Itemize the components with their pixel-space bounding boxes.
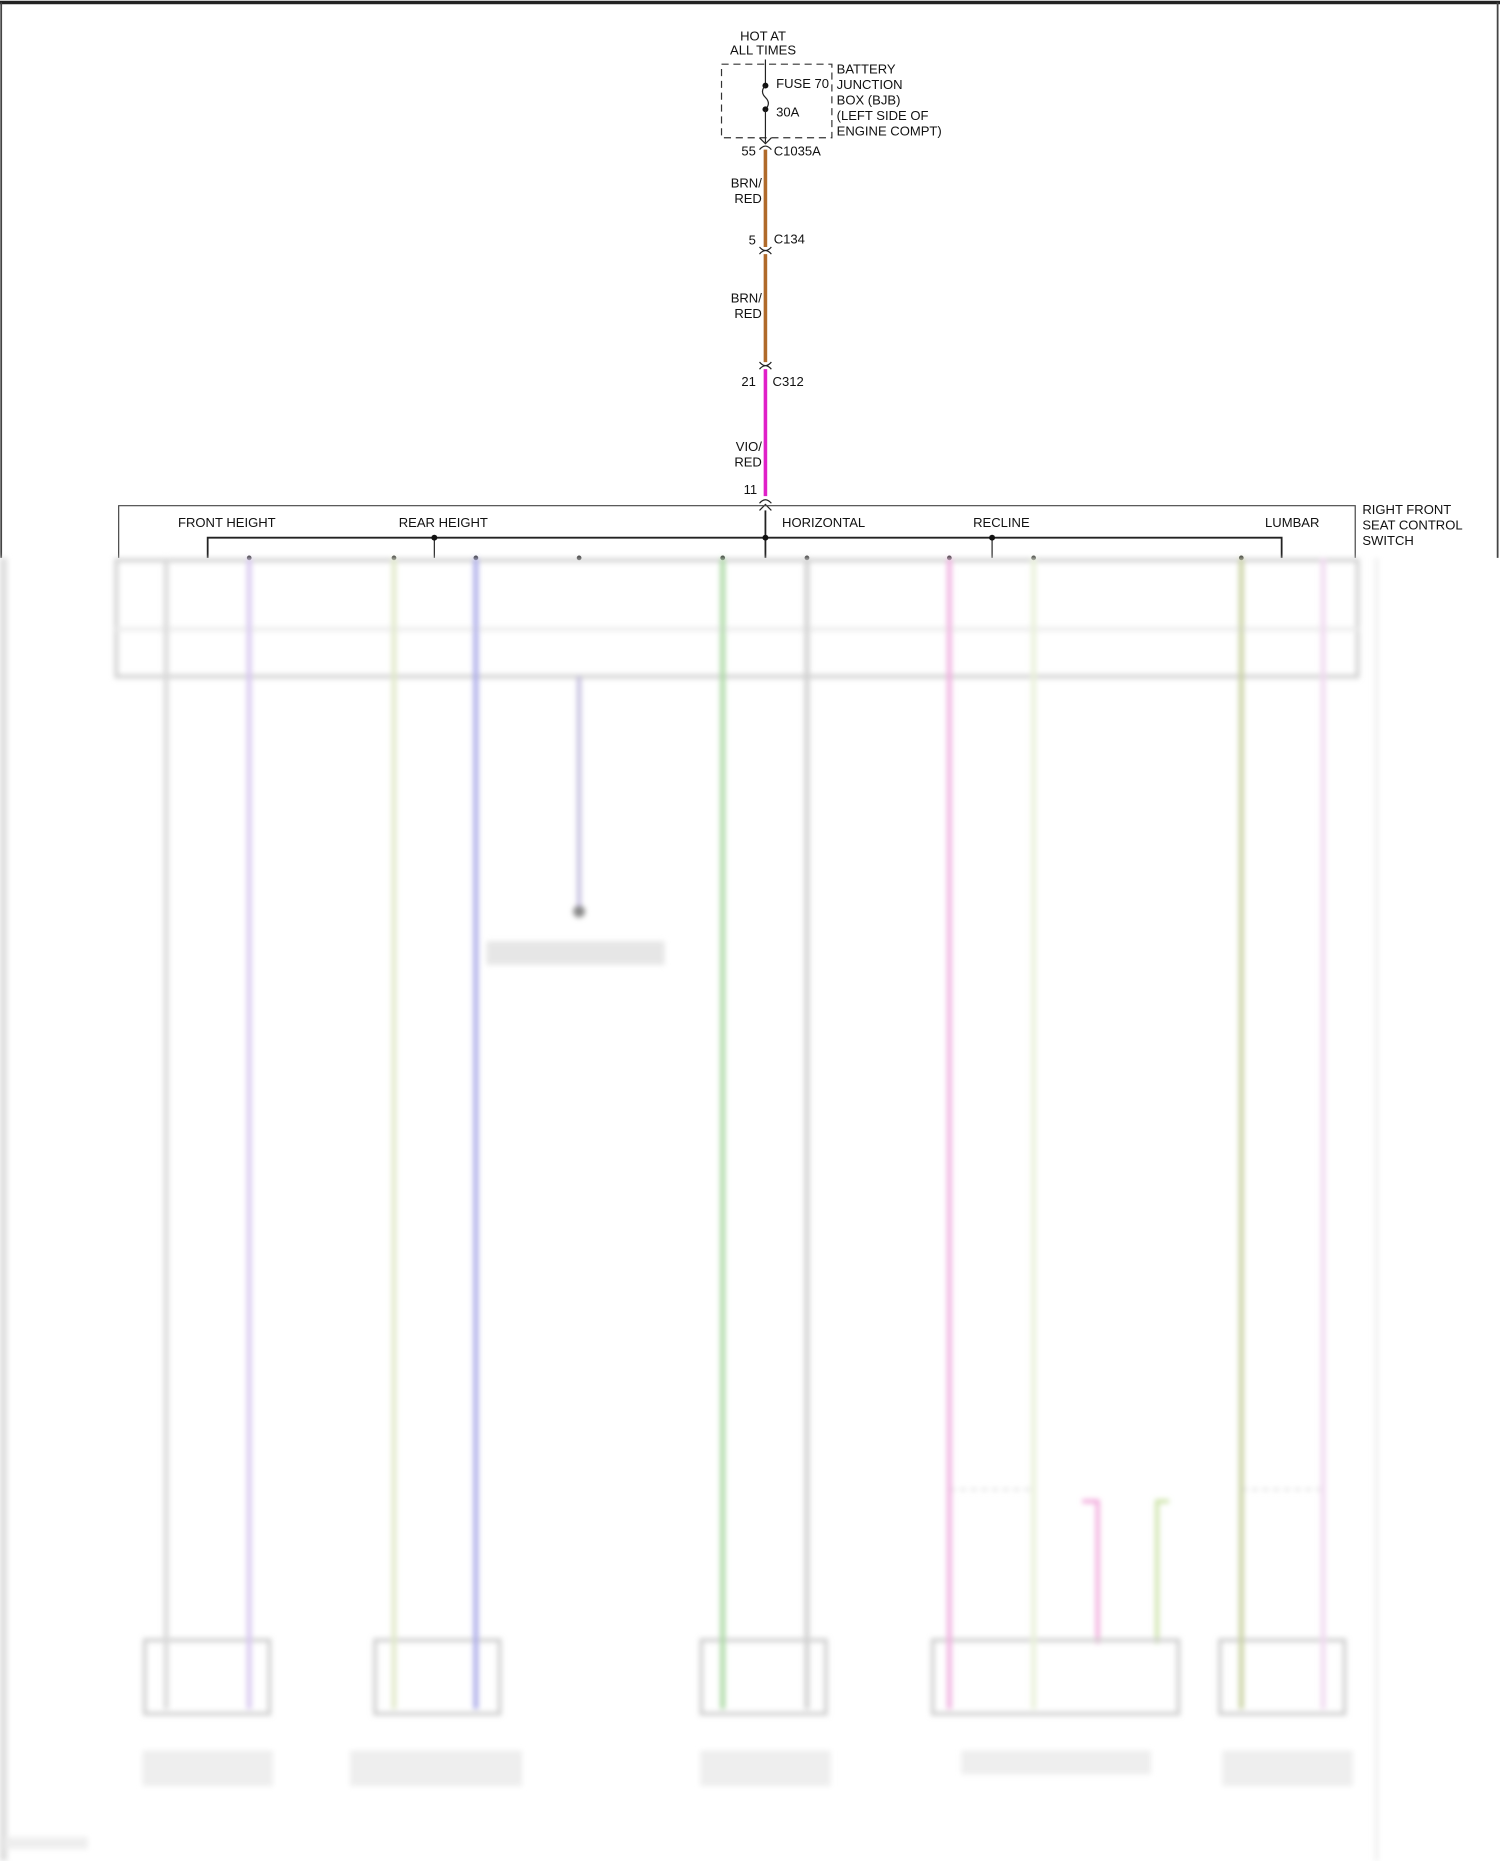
bjb-box	[720, 63, 833, 139]
bjb-line: ENGINE COMPT)	[837, 123, 942, 138]
connector-c312-icon	[759, 361, 772, 370]
pin-label: 5	[749, 233, 756, 248]
section-recline: RECLINE	[973, 515, 1030, 530]
bjb-line: BOX (BJB)	[837, 93, 901, 108]
obscured-lower-diagram	[0, 557, 1379, 1861]
wire-label: VIO/	[736, 439, 762, 454]
connector-pin11-icon	[759, 499, 772, 511]
power-bus	[206, 536, 1283, 558]
bjb-label: BATTERY JUNCTION BOX (BJB) (LEFT SIDE OF…	[837, 62, 942, 139]
hot-label-1: HOT AT	[740, 28, 786, 43]
splice-dot	[989, 534, 996, 541]
switch-label-line: RIGHT FRONT	[1362, 502, 1451, 517]
bjb-line: JUNCTION	[837, 77, 903, 92]
fuse-rating: 30A	[776, 104, 800, 119]
connector-c134-icon	[759, 246, 772, 255]
bjb-line: BATTERY	[837, 62, 896, 77]
section-lumbar: LUMBAR	[1265, 515, 1319, 530]
wire-label: RED	[734, 191, 762, 206]
switch-box	[118, 505, 1356, 558]
splice-dot	[762, 534, 769, 541]
section-rear-height: REAR HEIGHT	[399, 515, 488, 530]
switch-label: RIGHT FRONT SEAT CONTROL SWITCH	[1362, 502, 1462, 548]
fuse-icon	[761, 85, 769, 110]
switch-label-line: SEAT CONTROL	[1362, 517, 1462, 532]
wire-label: BRN/	[731, 291, 763, 306]
fuse-name: FUSE 70	[776, 76, 829, 91]
section-horizontal: HORIZONTAL	[782, 515, 865, 530]
pin-label: 21	[741, 374, 756, 389]
connector-label: C312	[773, 374, 804, 389]
section-front-height: FRONT HEIGHT	[178, 515, 276, 530]
connector-c1035a-icon	[759, 137, 772, 151]
wire-label: RED	[734, 306, 762, 321]
bjb-line: (LEFT SIDE OF	[837, 108, 929, 123]
connector-label: C134	[774, 231, 805, 246]
wire-label: RED	[734, 454, 762, 469]
switch-label-line: SWITCH	[1362, 533, 1413, 548]
pin-label: 11	[744, 482, 758, 497]
splice-dot	[431, 534, 438, 541]
hot-label-2: ALL TIMES	[730, 43, 796, 58]
wire-label: BRN/	[731, 176, 763, 191]
pin-label: 55	[741, 144, 756, 159]
connector-label: C1035A	[774, 144, 821, 159]
